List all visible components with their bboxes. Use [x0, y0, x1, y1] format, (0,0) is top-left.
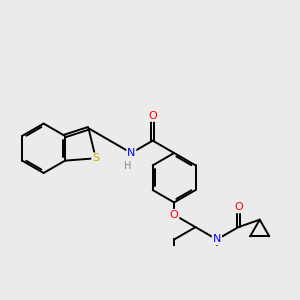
Text: S: S — [92, 153, 99, 163]
Text: H: H — [124, 161, 131, 171]
Text: O: O — [170, 210, 178, 220]
Text: N: N — [213, 235, 221, 244]
Text: N: N — [127, 148, 136, 158]
Text: O: O — [148, 111, 157, 121]
Text: O: O — [234, 202, 243, 212]
